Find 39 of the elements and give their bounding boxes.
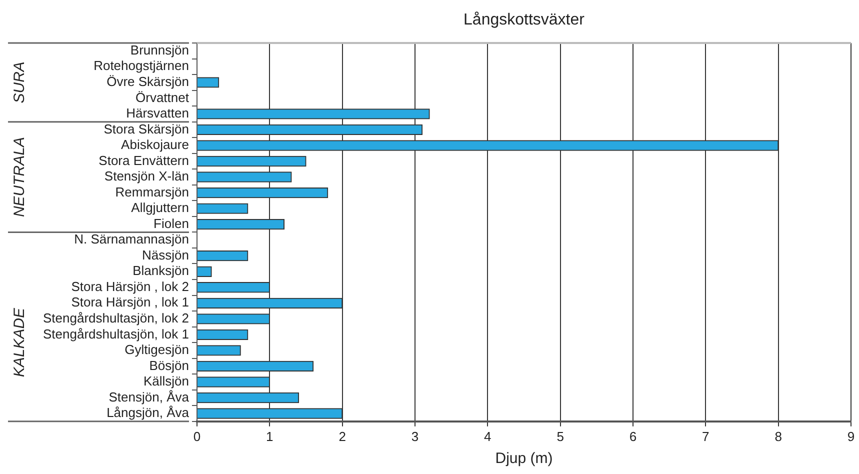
x-tick-label: 6 (629, 428, 637, 444)
y-tick-label: Stora Envättern (98, 152, 189, 168)
text: NEUTRALA (11, 137, 28, 218)
y-tick-label: Stora Skärsjön (104, 121, 189, 136)
x-tick-label: 0 (193, 428, 201, 444)
y-tick-label: Övre Skärsjön (106, 74, 189, 89)
y-tick-label: Rotehogstjärnen (94, 58, 189, 74)
y-tick-label: Stora Härsjön , lok 2 (71, 278, 189, 294)
y-tick-label: Källsjön (143, 374, 189, 389)
text: KALKADE (11, 306, 28, 378)
x-tick-label: 3 (411, 428, 419, 444)
y-tick-label: Stengårdshultasjön, lok 2 (43, 310, 189, 326)
y-tick-label: Stora Härsjön , lok 1 (71, 294, 189, 310)
y-tick-label: Blanksjön (132, 263, 189, 278)
y-tick-label: Fiolen (154, 216, 189, 231)
text: SURA (11, 62, 28, 104)
x-tick-label: 5 (556, 428, 564, 444)
y-tick-label: Allgjuttern (131, 200, 189, 216)
y-tick-label: N. Särnamannasjön (74, 232, 189, 247)
y-tick-label: Remmarsjön (115, 184, 189, 200)
x-tick-label: 8 (774, 428, 782, 444)
y-tick-label: Långsjön, Åva (106, 405, 190, 420)
y-tick-label: Abiskojaure (121, 137, 189, 152)
y-tick-label: Gyltigesjön (124, 342, 189, 358)
y-tick-label: Stengårdshultasjön, lok 1 (43, 326, 189, 342)
y-tick-label: Bösjön (149, 358, 189, 373)
x-tick-label: 9 (847, 428, 855, 444)
x-tick-label: 4 (484, 428, 492, 444)
y-tick-label: Örvattnet (136, 90, 190, 105)
x-tick-label: 2 (338, 428, 346, 444)
y-tick-label: Härsvatten (126, 106, 189, 121)
y-tick-label: Stensjön X-län (104, 168, 189, 184)
chart-title: Långskottsväxter (464, 11, 586, 28)
x-tick-label: 7 (702, 428, 710, 444)
x-axis-title: Djup (m) (495, 450, 553, 468)
y-tick-label: Brunnsjön (130, 42, 189, 58)
y-tick-label: Stensjön, Åva (108, 389, 190, 404)
x-tick-label: 1 (266, 428, 274, 444)
y-tick-label: Nässjön (142, 247, 189, 262)
